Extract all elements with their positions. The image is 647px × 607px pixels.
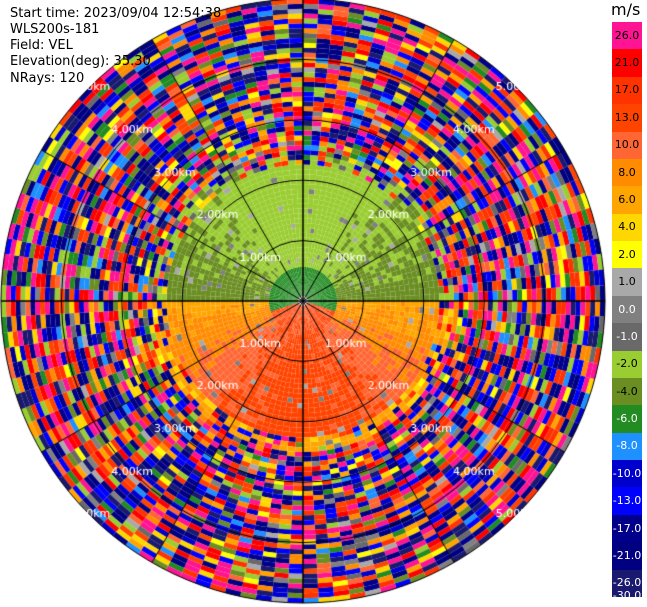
colorbar-tick-label: -21.0 xyxy=(612,548,642,562)
colorbar-tick-label: -26.0 xyxy=(612,576,642,590)
colorbar-cell xyxy=(612,377,642,406)
colorbar-tick-label: -2.0 xyxy=(616,357,638,371)
colorbar-tick-label: 1.0 xyxy=(618,275,636,289)
elevation-label: Elevation(deg): 35.30 xyxy=(10,54,151,69)
colorbar-cell xyxy=(612,569,642,598)
colorbar-cell xyxy=(612,49,642,78)
colorbar-cell xyxy=(612,514,642,543)
instrument-label: WLS200s-181 xyxy=(10,22,100,37)
colorbar-cell xyxy=(612,241,642,269)
colorbar-tick-label: 21.0 xyxy=(614,56,640,70)
colorbar-cell xyxy=(612,158,642,187)
colorbar-unit-label: m/s xyxy=(611,0,641,19)
colorbar-cell xyxy=(612,268,642,297)
colorbar-tick-label: 2.0 xyxy=(618,247,636,261)
colorbar-cell xyxy=(612,323,642,352)
colorbar-cell xyxy=(612,213,642,242)
colorbar-cell xyxy=(612,22,642,50)
colorbar-cell xyxy=(612,350,642,379)
colorbar-tick-label: -6.0 xyxy=(616,412,638,426)
colorbar-cell xyxy=(612,405,642,434)
colorbar-tick-label: 26.0 xyxy=(614,28,640,42)
colorbar-tick-label: 4.0 xyxy=(618,220,636,234)
colorbar-tick-label: -8.0 xyxy=(616,439,638,453)
colorbar-tick-label: -4.0 xyxy=(616,384,638,398)
colorbar-tick-label: 10.0 xyxy=(614,138,640,152)
colorbar-cell xyxy=(612,432,642,461)
colorbar-tick-label: 8.0 xyxy=(618,165,636,179)
colorbar-tick-label: -17.0 xyxy=(612,521,642,535)
colorbar-cell xyxy=(612,295,642,324)
start-time-label: Start time: 2023/09/04 12:54:38 xyxy=(10,6,222,21)
colorbar-cell xyxy=(612,104,642,133)
colorbar-tick-label: 13.0 xyxy=(614,110,640,124)
field-label: Field: VEL xyxy=(10,38,73,53)
colorbar-tick-label: 17.0 xyxy=(614,83,640,97)
colorbar: 26.0 21.0 17.0 13.0 10.0 8.0 6.0 4.0 2.0 1.0 0.0 -1… xyxy=(612,22,642,602)
colorbar-cell xyxy=(612,131,642,160)
colorbar-cell xyxy=(612,460,642,488)
colorbar-cell xyxy=(612,487,642,516)
colorbar-tick-label: 6.0 xyxy=(618,192,636,206)
colorbar-tick-label: -1.0 xyxy=(616,329,638,343)
colorbar-cell xyxy=(612,542,642,571)
colorbar-cell xyxy=(612,76,642,105)
colorbar-cell xyxy=(612,186,642,215)
colorbar-tick-label: -30.0 xyxy=(612,589,642,602)
colorbar-tick-label: -10.0 xyxy=(612,466,642,480)
nrays-label: NRays: 120 xyxy=(10,71,85,86)
colorbar-tick-label: 0.0 xyxy=(618,302,636,316)
colorbar-tick-label: -13.0 xyxy=(612,494,642,508)
